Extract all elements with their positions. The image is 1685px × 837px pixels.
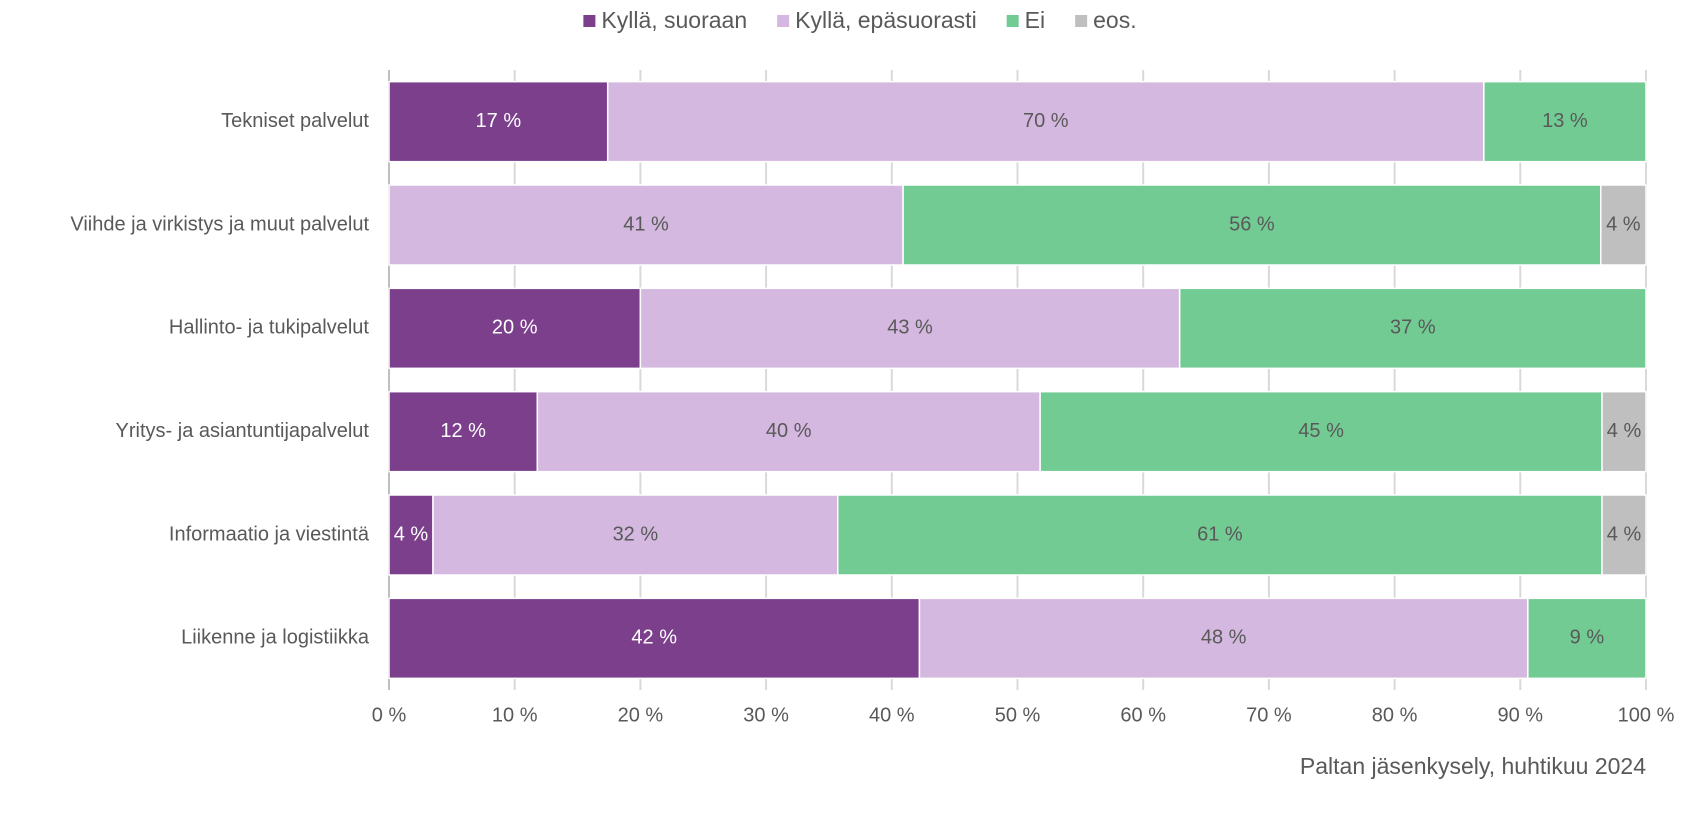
bar-segment xyxy=(388,80,609,163)
data-label: 70 % xyxy=(1023,110,1069,132)
data-label: 4 % xyxy=(1607,523,1642,545)
x-tick-label: 10 % xyxy=(492,704,538,726)
bar-segment xyxy=(639,287,1181,370)
data-label: 41 % xyxy=(623,213,669,235)
x-tick-label: 60 % xyxy=(1120,704,1166,726)
bar-segment xyxy=(1601,390,1647,473)
y-tick-label: Liikenne ja logistiikka xyxy=(181,627,370,649)
x-tick-label: 100 % xyxy=(1618,704,1675,726)
bar-segment xyxy=(902,184,1602,266)
data-label: 4 % xyxy=(1607,420,1642,442)
source-note: Paltan jäsenkysely, huhtikuu 2024 xyxy=(1300,753,1646,779)
data-label: 37 % xyxy=(1390,317,1436,339)
data-label: 45 % xyxy=(1298,420,1344,442)
bar-segment xyxy=(918,597,1529,680)
y-tick-label: Tekniset palvelut xyxy=(221,110,369,132)
data-label: 13 % xyxy=(1542,110,1588,132)
data-label: 4 % xyxy=(1606,213,1641,235)
y-tick-label: Viihde ja virkistys ja muut palvelut xyxy=(70,213,369,235)
legend-swatch xyxy=(1006,15,1019,27)
data-label: 48 % xyxy=(1201,627,1247,649)
data-label: 40 % xyxy=(766,420,812,442)
bar-segment xyxy=(432,494,839,576)
data-label: 43 % xyxy=(887,317,933,339)
x-tick-label: 40 % xyxy=(869,704,915,726)
bar-segment xyxy=(836,494,1603,576)
data-label: 20 % xyxy=(492,317,538,339)
x-tick-label: 0 % xyxy=(372,704,407,726)
x-tick-label: 30 % xyxy=(743,704,789,726)
bar-segment xyxy=(536,390,1041,473)
x-tick-label: 20 % xyxy=(618,704,664,726)
x-tick-label: 70 % xyxy=(1246,704,1292,726)
legend-swatch xyxy=(1075,15,1088,27)
bar-segment xyxy=(388,597,921,680)
bar-segment xyxy=(388,494,434,576)
legend-label: Kyllä, epäsuorasti xyxy=(795,7,977,33)
x-tick-label: 80 % xyxy=(1372,704,1418,726)
x-tick-label: 50 % xyxy=(995,704,1041,726)
bar-segment xyxy=(388,287,642,370)
data-label: 17 % xyxy=(476,110,522,132)
data-label: 56 % xyxy=(1229,213,1275,235)
bar-segment xyxy=(606,80,1485,163)
legend-label: Kyllä, suoraan xyxy=(601,7,747,33)
legend-swatch xyxy=(777,15,790,27)
legend-label: Ei xyxy=(1025,7,1045,33)
data-label: 32 % xyxy=(613,523,659,545)
bar-segment xyxy=(1527,597,1647,680)
bar-segment xyxy=(388,390,539,473)
grid xyxy=(388,70,1647,690)
bar-segment xyxy=(388,184,904,266)
data-label: 4 % xyxy=(394,523,429,545)
legend-swatch xyxy=(583,15,596,27)
bar-segment xyxy=(1039,390,1603,473)
y-tick-label: Informaatio ja viestintä xyxy=(169,523,370,545)
legend: Kyllä, suoraan Kyllä, epäsuorasti Ei eos. xyxy=(583,7,1137,33)
data-label: 42 % xyxy=(631,627,677,649)
bar-segment xyxy=(1599,184,1647,266)
data-label: 61 % xyxy=(1197,523,1243,545)
bar-segment xyxy=(1483,80,1647,163)
bar-segment xyxy=(1178,287,1647,370)
y-tick-label: Yritys- ja asiantuntijapalvelut xyxy=(116,420,370,442)
data-label: 12 % xyxy=(440,420,486,442)
legend-label: eos. xyxy=(1093,7,1136,33)
data-label: 9 % xyxy=(1570,627,1605,649)
bar-segment xyxy=(1601,494,1647,576)
x-tick-label: 90 % xyxy=(1498,704,1544,726)
y-tick-label: Hallinto- ja tukipalvelut xyxy=(169,317,370,339)
